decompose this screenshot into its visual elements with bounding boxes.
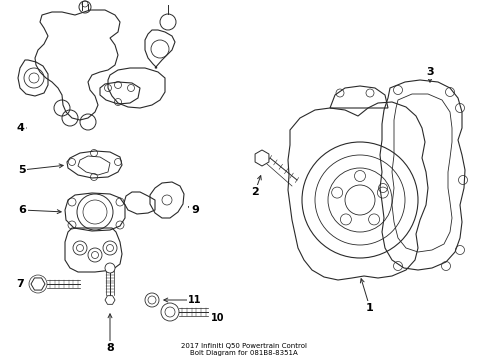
Text: 10: 10 <box>211 313 224 323</box>
Text: 2: 2 <box>251 187 258 197</box>
Text: 2017 Infiniti Q50 Powertrain Control
Bolt Diagram for 081B8-8351A: 2017 Infiniti Q50 Powertrain Control Bol… <box>181 343 306 356</box>
Polygon shape <box>105 296 115 304</box>
Polygon shape <box>31 278 45 290</box>
Text: 7: 7 <box>16 279 24 289</box>
Text: 3: 3 <box>426 67 433 77</box>
Text: 4: 4 <box>16 123 24 133</box>
Text: 11: 11 <box>188 295 202 305</box>
Text: 1: 1 <box>366 303 373 313</box>
Text: 5: 5 <box>18 165 26 175</box>
Text: 8: 8 <box>106 343 114 353</box>
Circle shape <box>105 263 115 273</box>
Polygon shape <box>255 150 268 166</box>
Text: 9: 9 <box>191 205 199 215</box>
Text: 6: 6 <box>18 205 26 215</box>
